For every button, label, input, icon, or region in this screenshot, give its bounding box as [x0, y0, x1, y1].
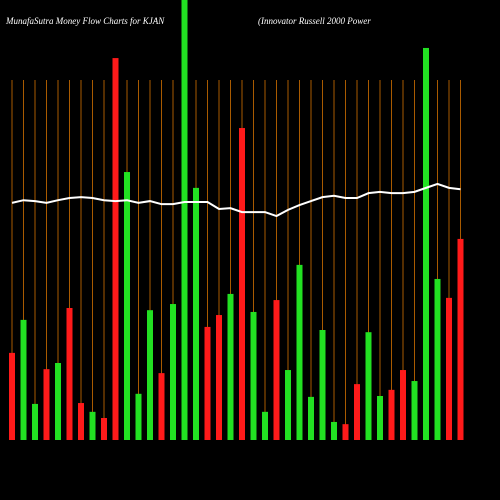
bar — [319, 330, 326, 440]
chart-subtitle: (Innovator Russell 2000 Power — [258, 16, 371, 26]
bar — [204, 326, 211, 440]
bar — [365, 332, 372, 440]
bar — [342, 424, 349, 440]
bar — [285, 370, 291, 440]
bar — [411, 381, 418, 440]
bar — [446, 297, 452, 440]
bar — [193, 187, 199, 440]
bar — [181, 0, 188, 440]
bar — [112, 58, 119, 441]
bar — [89, 411, 96, 440]
bar — [239, 128, 245, 441]
bar — [78, 403, 84, 440]
bar — [262, 411, 268, 440]
bar — [20, 319, 27, 440]
bar — [135, 393, 142, 440]
bar — [273, 300, 280, 440]
bar — [377, 396, 383, 440]
bar — [43, 369, 50, 440]
bar — [170, 304, 176, 440]
bar — [227, 293, 234, 440]
bar — [101, 418, 107, 440]
bar — [216, 315, 222, 440]
bar — [55, 363, 61, 440]
bar — [66, 308, 73, 440]
bar — [147, 310, 153, 440]
bar — [434, 278, 441, 440]
bar — [9, 352, 15, 440]
chart-title: MunafaSutra Money Flow Charts for KJAN — [5, 16, 165, 26]
bar — [296, 264, 303, 440]
bar — [158, 373, 165, 440]
bar — [250, 311, 257, 440]
bar — [124, 172, 130, 441]
bar — [457, 238, 464, 440]
bar — [354, 384, 360, 440]
bar — [32, 403, 38, 440]
bar — [331, 421, 337, 440]
money-flow-line — [11, 182, 461, 218]
bar — [400, 370, 406, 440]
bar — [308, 396, 314, 440]
bar — [423, 47, 429, 441]
bar — [388, 389, 395, 440]
